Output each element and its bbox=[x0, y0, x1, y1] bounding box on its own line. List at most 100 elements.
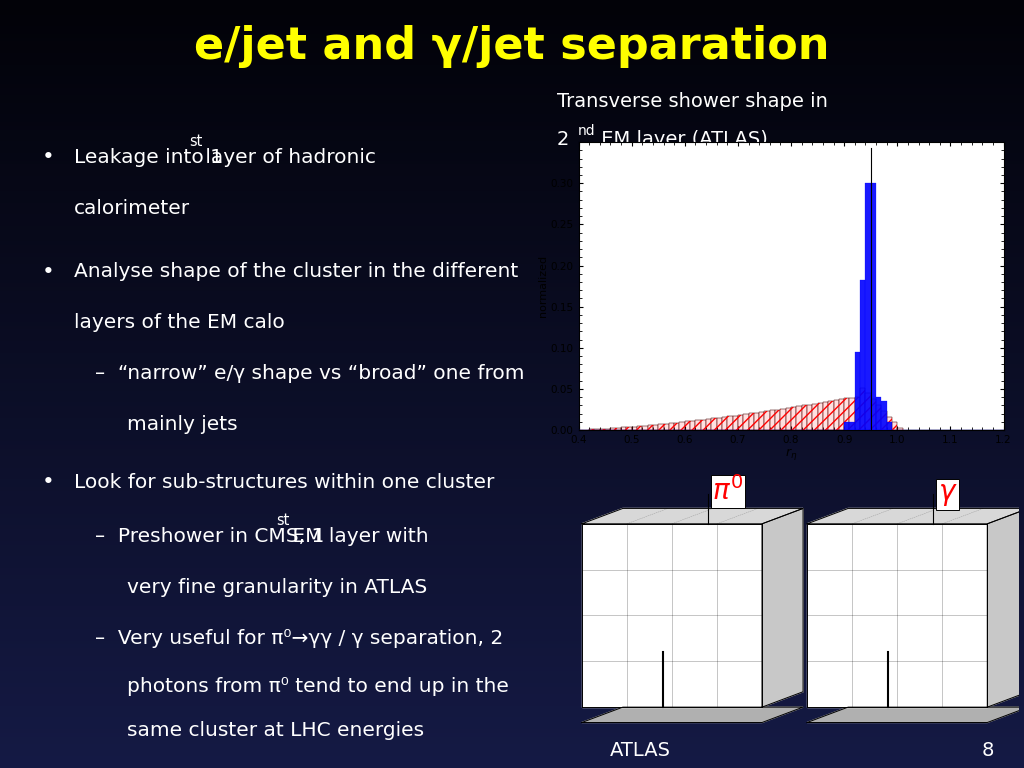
Bar bbox=[785, 408, 792, 430]
Bar bbox=[732, 415, 738, 430]
Bar bbox=[792, 407, 797, 430]
Bar bbox=[882, 401, 887, 430]
Bar bbox=[642, 425, 647, 430]
Text: Leakage into 1: Leakage into 1 bbox=[74, 147, 223, 167]
Bar bbox=[897, 428, 902, 430]
Bar bbox=[0, 80, 1024, 84]
Bar bbox=[0, 713, 1024, 718]
Text: st: st bbox=[276, 513, 290, 528]
Bar bbox=[865, 183, 870, 430]
Bar bbox=[0, 187, 1024, 192]
Bar bbox=[0, 61, 1024, 65]
Bar bbox=[0, 272, 1024, 276]
Bar bbox=[0, 0, 1024, 4]
Bar bbox=[0, 322, 1024, 326]
Bar bbox=[759, 412, 765, 430]
Bar bbox=[0, 291, 1024, 296]
Text: •: • bbox=[42, 262, 54, 282]
Polygon shape bbox=[807, 524, 987, 707]
Bar bbox=[0, 656, 1024, 660]
X-axis label: $r_{\eta}$: $r_{\eta}$ bbox=[784, 446, 798, 462]
Bar bbox=[0, 118, 1024, 123]
Bar bbox=[0, 472, 1024, 476]
Bar bbox=[860, 280, 865, 430]
Bar bbox=[0, 598, 1024, 603]
Bar bbox=[0, 314, 1024, 319]
Bar bbox=[0, 406, 1024, 411]
Bar bbox=[0, 521, 1024, 526]
Bar bbox=[743, 414, 749, 430]
Text: layer of hadronic: layer of hadronic bbox=[199, 147, 376, 167]
Bar bbox=[0, 537, 1024, 541]
Bar bbox=[844, 399, 850, 430]
Bar bbox=[0, 737, 1024, 741]
Bar bbox=[0, 606, 1024, 611]
Y-axis label: normalized: normalized bbox=[538, 255, 548, 317]
Bar bbox=[0, 660, 1024, 664]
Bar bbox=[0, 552, 1024, 557]
Bar bbox=[0, 591, 1024, 595]
Bar bbox=[0, 7, 1024, 12]
Bar bbox=[0, 287, 1024, 292]
Bar bbox=[0, 506, 1024, 511]
Bar bbox=[632, 427, 637, 430]
Bar bbox=[0, 91, 1024, 96]
Bar bbox=[0, 441, 1024, 445]
Bar bbox=[0, 464, 1024, 468]
Bar bbox=[0, 445, 1024, 449]
Bar bbox=[600, 429, 605, 430]
Bar bbox=[765, 411, 770, 430]
Bar bbox=[807, 405, 812, 430]
Bar bbox=[0, 545, 1024, 549]
Bar bbox=[680, 422, 685, 430]
Bar bbox=[749, 413, 754, 430]
Bar bbox=[695, 420, 700, 430]
Bar bbox=[0, 222, 1024, 227]
Bar bbox=[839, 399, 844, 430]
Bar bbox=[860, 388, 865, 430]
Bar bbox=[0, 72, 1024, 77]
Bar bbox=[0, 295, 1024, 300]
Bar bbox=[685, 422, 690, 430]
Bar bbox=[0, 38, 1024, 42]
Bar bbox=[722, 417, 727, 430]
Bar bbox=[0, 414, 1024, 419]
Bar bbox=[0, 514, 1024, 518]
Polygon shape bbox=[762, 508, 803, 707]
Bar bbox=[738, 415, 743, 430]
Bar bbox=[0, 479, 1024, 484]
Bar bbox=[865, 393, 870, 430]
Bar bbox=[0, 495, 1024, 499]
Bar bbox=[754, 412, 759, 430]
Bar bbox=[627, 427, 632, 430]
Bar bbox=[0, 675, 1024, 680]
Bar bbox=[0, 687, 1024, 691]
Bar bbox=[0, 702, 1024, 707]
Bar bbox=[642, 425, 647, 430]
Bar bbox=[780, 409, 785, 430]
Bar bbox=[0, 579, 1024, 584]
Bar bbox=[0, 614, 1024, 618]
Bar bbox=[0, 333, 1024, 338]
Bar bbox=[632, 427, 637, 430]
Text: •: • bbox=[42, 147, 54, 167]
Bar bbox=[738, 415, 743, 430]
Bar bbox=[0, 3, 1024, 8]
Bar bbox=[775, 409, 780, 430]
Bar bbox=[0, 376, 1024, 380]
Bar bbox=[770, 410, 775, 430]
Bar bbox=[0, 99, 1024, 104]
Bar bbox=[887, 422, 892, 430]
Bar bbox=[0, 487, 1024, 492]
Bar bbox=[812, 404, 817, 430]
Bar bbox=[828, 401, 834, 430]
Polygon shape bbox=[582, 508, 803, 524]
Bar bbox=[0, 629, 1024, 634]
Text: •: • bbox=[42, 472, 54, 492]
Bar bbox=[0, 15, 1024, 19]
Bar bbox=[0, 733, 1024, 737]
Bar bbox=[802, 406, 807, 430]
Bar bbox=[0, 264, 1024, 269]
Bar bbox=[817, 403, 823, 430]
Polygon shape bbox=[807, 707, 1024, 723]
